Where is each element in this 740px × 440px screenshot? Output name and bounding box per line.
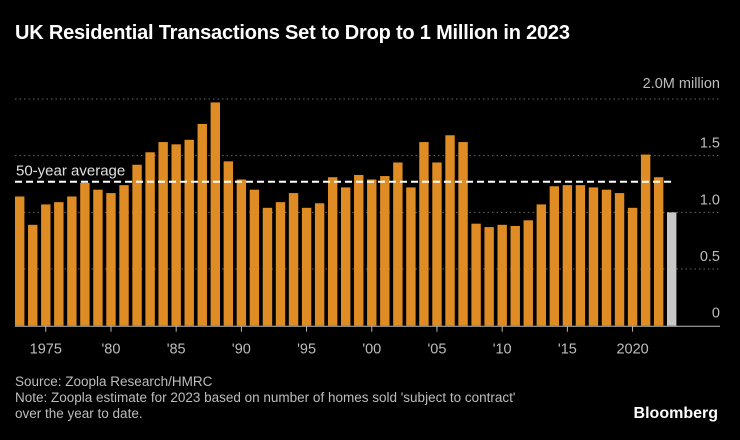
bar-1981: [119, 185, 129, 326]
x-tick-label: '80: [102, 342, 121, 358]
bar-1996: [314, 203, 325, 326]
note-text-line1: Note: Zoopla estimate for 2023 based on …: [15, 390, 516, 405]
bar-2007: [458, 142, 468, 326]
y-tick-label: 0.5: [700, 249, 720, 265]
note-text-line2: over the year to date.: [15, 406, 143, 421]
x-tick-label: '10: [493, 342, 512, 358]
bar-1998: [341, 187, 351, 326]
bar-1990: [236, 179, 247, 326]
y-tick-label: 2.0M million: [643, 76, 720, 92]
bar-2006: [445, 135, 455, 326]
bar-1994: [288, 193, 299, 326]
x-tick-label: '95: [297, 342, 316, 358]
bar-2021: [640, 154, 651, 326]
bar-1995: [301, 207, 312, 326]
bar-1984: [158, 142, 168, 326]
bar-2013: [536, 204, 546, 326]
bar-1997: [327, 177, 338, 326]
chart-notes: Source: Zoopla Research/HMRC Note: Zoopl…: [15, 374, 515, 422]
average-label: 50-year average: [16, 163, 125, 180]
bar-2022: [653, 177, 664, 326]
bar-1992: [262, 207, 273, 326]
x-tick-label: '85: [167, 342, 186, 358]
bar-1989: [223, 161, 234, 326]
bar-2008: [471, 223, 481, 326]
bar-2019: [614, 193, 625, 326]
bar-2004: [419, 142, 429, 326]
bar-1978: [80, 182, 90, 326]
bar-2011: [510, 225, 520, 326]
bar-1982: [132, 164, 142, 326]
bar-1976: [54, 202, 64, 326]
bloomberg-logo: Bloomberg: [633, 405, 718, 422]
bar-1973: [15, 196, 25, 326]
bar-2000: [367, 179, 377, 326]
bar-2023: [667, 212, 677, 326]
bar-1979: [93, 189, 103, 326]
bar-1991: [249, 189, 260, 326]
x-tick-label: '15: [558, 342, 577, 358]
bar-2009: [484, 227, 494, 326]
x-tick-label: '90: [232, 342, 251, 358]
bar-1985: [171, 144, 181, 326]
bar-2012: [523, 220, 533, 326]
bar-2010: [497, 224, 507, 326]
bar-1987: [197, 123, 207, 326]
y-tick-label: 1.0: [700, 192, 720, 208]
bar-1977: [67, 196, 77, 326]
bar-chart: 0 0.5 1.0 1.5 2.0M million 1975 '80 '85 '90 '95 '…: [15, 76, 720, 358]
bar-1986: [184, 139, 194, 326]
bar-1988: [210, 102, 220, 326]
bar-2016: [575, 185, 586, 326]
bar-2018: [601, 189, 612, 326]
bar-1980: [106, 193, 116, 326]
bar-1993: [275, 202, 286, 326]
bar-2014: [549, 186, 560, 326]
bar-2001: [380, 176, 390, 326]
bar-2002: [393, 162, 403, 326]
x-tick-label: 2020: [616, 342, 648, 358]
bar-2017: [588, 187, 599, 326]
bar-2005: [432, 162, 442, 326]
chart-title: UK Residential Transactions Set to Drop …: [15, 22, 570, 44]
source-text: Source: Zoopla Research/HMRC: [15, 374, 213, 389]
y-tick-label: 0: [712, 306, 720, 322]
bar-2015: [562, 185, 573, 326]
x-tick-label: 1975: [30, 342, 62, 358]
bar-1983: [145, 152, 155, 326]
x-tick-label: '00: [362, 342, 381, 358]
bar-2003: [406, 187, 416, 326]
bar-1975: [41, 204, 51, 326]
bar-1999: [354, 174, 364, 326]
y-tick-label: 1.5: [700, 136, 720, 152]
x-tick-label: '05: [428, 342, 447, 358]
bar-2020: [627, 207, 638, 326]
bar-1974: [28, 224, 38, 326]
